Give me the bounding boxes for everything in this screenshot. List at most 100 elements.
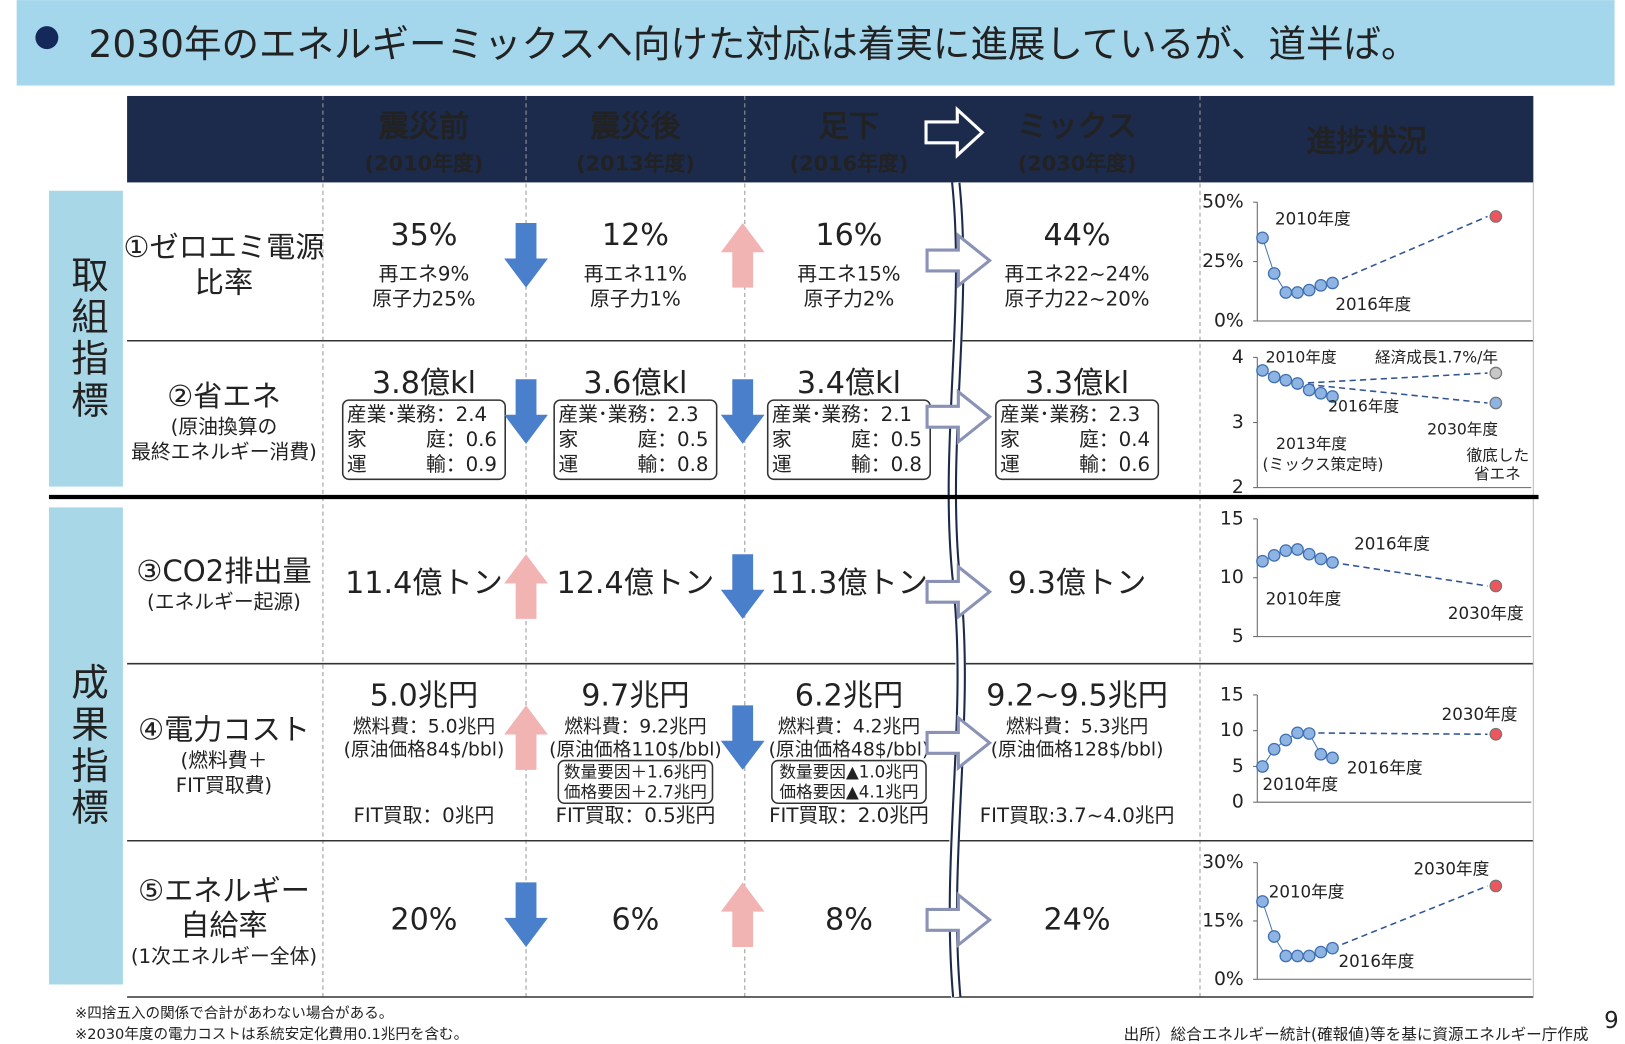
y-tick-label: 2 [1232, 477, 1244, 498]
data-point [1279, 544, 1293, 558]
cell-breakdown: 運 輸：0.6 [1000, 453, 1150, 476]
data-point [1267, 549, 1281, 562]
cell-value: 12% [602, 218, 669, 253]
cell-value: 8% [825, 902, 873, 937]
cell-value: 6.2兆円 [795, 678, 903, 713]
footnote: ※2030年度の電力コストは系統安定化費用0.1兆円を含む。 [75, 1026, 468, 1043]
cell-breakdown: 家 庭：0.6 [347, 428, 497, 451]
row-note: (エネルギー起源) [147, 591, 301, 614]
progress-title: 進捗状況 [1306, 124, 1427, 159]
data-point [1279, 286, 1293, 299]
data-point [1291, 286, 1304, 299]
data-point [1267, 930, 1281, 943]
cell-value: 24% [1044, 902, 1111, 937]
chart-annotation: 2010年度 [1266, 590, 1342, 609]
trend-arrow [504, 223, 548, 288]
column-title: 震災前 [379, 110, 470, 145]
data-point [1314, 945, 1328, 959]
chart-annotation: 2016年度 [1335, 295, 1411, 314]
cell-detail: 燃料費：5.0兆円 [353, 716, 495, 738]
cell-bracket [766, 399, 931, 481]
data-point [1302, 283, 1316, 297]
chart-annotation: 2010年度 [1269, 882, 1345, 901]
chart-annotation: 2030年度 [1448, 604, 1524, 623]
projection-line [1332, 215, 1488, 284]
row-label: 自給率 [180, 908, 267, 942]
projection-line [1332, 885, 1488, 949]
row-note: FIT買取費) [176, 774, 272, 797]
cell-value: 44% [1044, 218, 1111, 253]
y-tick-label: 5 [1232, 756, 1244, 777]
cell-value: 6% [611, 902, 659, 937]
y-tick-label: 15 [1220, 684, 1244, 705]
data-point [1314, 278, 1328, 292]
data-point [1302, 547, 1316, 561]
target-point [1489, 879, 1503, 893]
y-tick-label: 0% [1214, 969, 1244, 990]
target-point [1489, 579, 1503, 593]
data-point [1326, 276, 1339, 290]
data-point [1314, 747, 1328, 761]
trend-arrow [504, 705, 548, 770]
cell-detail: 再エネ22~24% [1005, 263, 1150, 286]
data-point [1314, 552, 1328, 566]
cell-breakdown: 家 庭：0.5 [558, 428, 708, 451]
table-header [127, 95, 1534, 183]
y-tick-label: 25% [1202, 251, 1244, 272]
chart-annotation: 2016年度 [1339, 952, 1415, 971]
column-period: (2010年度) [365, 152, 484, 176]
cell-foot: FIT買取：0.5兆円 [556, 804, 716, 827]
y-tick-label: 0 [1232, 792, 1244, 813]
chart-annotation: 経済成長1.7%/年 [1375, 348, 1498, 366]
row-label: ③CO2排出量 [136, 554, 311, 588]
data-point [1302, 383, 1316, 397]
group-box [48, 190, 123, 487]
cell-detail: (原油価格110$/bbl) [549, 739, 722, 761]
trend-arrow [925, 232, 993, 289]
cell-breakdown: 産業･業務：2.3 [558, 403, 698, 426]
data-point [1291, 543, 1304, 556]
cell-detail: (原油価格84$/bbl) [344, 739, 505, 761]
cell-bracket [771, 759, 927, 805]
column-period: (2016年度) [790, 152, 909, 176]
row-label: ⑤エネルギー [138, 874, 310, 908]
cell-foot: FIT買取：2.0兆円 [769, 804, 929, 827]
data-point [1279, 373, 1293, 387]
cell-value: 3.8億kl [372, 366, 476, 401]
cell-breakdown: 運 輸：0.9 [347, 453, 497, 476]
target-point [1489, 396, 1503, 410]
cell-detail: 再エネ9% [379, 263, 470, 286]
trend-arrow [720, 882, 765, 947]
data-point [1256, 895, 1269, 908]
row-note: (原油換算の [171, 416, 278, 439]
chart-annotation: 2030年度 [1414, 859, 1490, 878]
cell-bracket [995, 399, 1160, 481]
trend-arrow [504, 554, 548, 619]
chart-annotation: 2016年度 [1354, 534, 1430, 553]
cell-value: 9.7兆円 [581, 678, 689, 713]
chart-annotation: 2010年度 [1263, 775, 1339, 794]
cell-breakdown: 産業･業務：2.3 [1000, 403, 1140, 426]
target-point [1489, 210, 1503, 223]
projection-line [1297, 372, 1488, 385]
data-point [1326, 941, 1339, 955]
cell-value: 9.3億トン [1008, 566, 1147, 601]
chart-annotation: 2010年度 [1275, 209, 1351, 228]
cell-detail: (原油価格48$/bbl) [769, 739, 930, 761]
data-point [1291, 377, 1304, 390]
data-point [1314, 386, 1328, 400]
y-tick-label: 3 [1232, 412, 1244, 433]
cell-bracket [341, 399, 506, 481]
group-label: 取組指標 [64, 255, 108, 422]
trend-arrow [504, 379, 548, 444]
chart-annotation: 省エネ [1474, 465, 1521, 483]
cell-detail: 燃料費：5.3兆円 [1006, 716, 1148, 738]
cell-bracket [553, 399, 718, 481]
chart-annotation: (ミックス策定時) [1263, 456, 1384, 474]
row-label: ④電力コスト [138, 712, 310, 746]
trend-arrow [925, 388, 993, 446]
data-point [1291, 726, 1304, 740]
cell-value: 35% [390, 218, 457, 253]
y-tick-label: 5 [1232, 626, 1244, 647]
